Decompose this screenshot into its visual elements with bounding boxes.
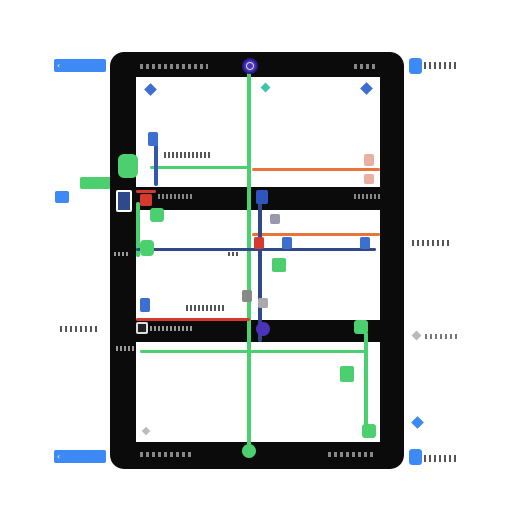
route-orange-h1	[252, 168, 380, 171]
pin-icon[interactable]	[411, 416, 424, 429]
panel-label	[186, 305, 226, 311]
panel-label	[164, 152, 210, 158]
route-red-h2	[136, 318, 250, 321]
right-marker-mid	[412, 240, 450, 246]
target-icon[interactable]	[242, 58, 258, 74]
stop-icon[interactable]	[140, 194, 152, 206]
route-green-left	[136, 202, 140, 257]
map-panel-bottom	[136, 342, 380, 442]
frame-text-top-left	[140, 64, 208, 69]
route-green-vertical	[247, 72, 251, 452]
stop-icon[interactable]	[136, 322, 148, 334]
left-chip-top[interactable]: ‹	[54, 59, 106, 72]
pin-icon[interactable]	[409, 58, 422, 74]
route-green-h3	[248, 350, 368, 353]
stop-icon[interactable]	[242, 290, 252, 302]
panel-label	[158, 194, 194, 199]
route-orange-h2	[252, 233, 380, 236]
route-green-h1	[150, 166, 250, 169]
stop-icon[interactable]	[272, 258, 286, 272]
stop-icon[interactable]	[148, 132, 158, 146]
stop-icon[interactable]	[282, 237, 292, 249]
pin-icon[interactable]	[242, 444, 256, 458]
route-green-right	[364, 332, 368, 437]
stop-icon[interactable]	[116, 190, 132, 212]
route-navy-h1	[136, 248, 376, 251]
target-inner-icon	[246, 62, 254, 70]
route-red-h1	[136, 190, 156, 193]
stop-icon[interactable]	[150, 208, 164, 222]
route-navy-v1	[258, 192, 262, 342]
stop-icon[interactable]	[256, 190, 268, 204]
chevron-left-icon: ‹	[57, 61, 61, 70]
pin-icon[interactable]	[409, 449, 422, 465]
frame-text-bottom-left	[140, 452, 192, 457]
stop-icon[interactable]	[118, 154, 138, 178]
stop-icon[interactable]	[354, 320, 368, 334]
frame-text-top-right	[354, 64, 376, 69]
device-frame	[110, 52, 404, 469]
right-marker-lower	[425, 334, 457, 339]
frame-text-bottom-right	[328, 452, 376, 457]
panel-label	[228, 252, 240, 256]
left-chip-bottom[interactable]: ‹	[54, 450, 106, 463]
route-navy-v2	[154, 136, 158, 186]
panel-label	[114, 252, 128, 256]
panel-label	[354, 194, 380, 199]
stop-icon[interactable]	[364, 154, 374, 166]
left-marker	[60, 326, 100, 332]
pin-icon[interactable]	[411, 330, 422, 341]
stop-icon[interactable]	[140, 298, 150, 312]
stop-icon[interactable]	[364, 174, 374, 184]
panel-label	[116, 346, 136, 351]
stop-icon[interactable]	[254, 237, 264, 249]
stop-icon[interactable]	[360, 237, 370, 249]
route-green-h2	[140, 350, 248, 353]
chevron-left-icon: ‹	[57, 452, 61, 461]
panel-label	[150, 326, 194, 331]
target-icon[interactable]	[256, 322, 270, 336]
right-marker-bottom	[424, 455, 458, 462]
left-chip-green[interactable]	[80, 177, 114, 189]
right-marker-top	[424, 62, 458, 69]
stop-icon[interactable]	[258, 298, 268, 308]
stop-icon[interactable]	[340, 366, 354, 382]
stop-icon[interactable]	[140, 240, 154, 256]
stop-icon[interactable]	[362, 424, 376, 438]
tag-icon[interactable]	[55, 191, 69, 203]
stop-icon[interactable]	[270, 214, 280, 224]
